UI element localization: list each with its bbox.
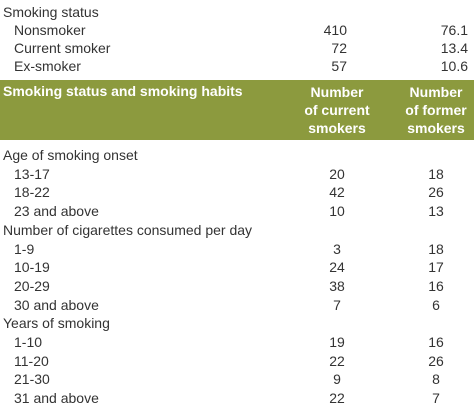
row-label: 13-17	[14, 165, 50, 182]
header-cell: Number	[310, 84, 364, 100]
cell: 18	[428, 240, 444, 257]
row-label: 21-30	[14, 371, 50, 388]
header-cell: Number	[409, 84, 463, 100]
row-label: 1-10	[14, 334, 43, 350]
header-cell: of current	[304, 102, 370, 118]
cell: 26	[428, 184, 444, 201]
cell: 10.6	[440, 58, 468, 74]
cell: 24	[329, 259, 345, 276]
cell: 9	[333, 371, 341, 388]
cell: 26	[428, 352, 444, 369]
cell: 6	[432, 296, 440, 313]
cell: 16	[428, 277, 444, 294]
row-label: 11-20	[14, 352, 49, 369]
cell: 7	[432, 390, 440, 407]
section-title: Age of smoking onset	[3, 147, 138, 163]
cell: 13	[428, 203, 444, 220]
row-label: Current smoker	[14, 40, 111, 56]
row-label: 31 and above	[14, 390, 99, 407]
row-label: 23 and above	[14, 203, 99, 220]
cell: 38	[329, 277, 345, 294]
header-cell: of former	[405, 102, 467, 118]
cell: 3	[333, 240, 341, 257]
header-cell: smokers	[407, 120, 465, 136]
section-title: Number of cigarettes consumed per day	[3, 221, 253, 238]
row-label: Ex-smoker	[14, 58, 81, 74]
cell: 18	[428, 165, 444, 182]
cell: 72	[331, 40, 347, 56]
row-label: 18-22	[14, 184, 50, 201]
section-title: Years of smoking	[3, 315, 110, 332]
cell: 22	[329, 352, 345, 369]
row-label: 1-9	[14, 240, 35, 257]
cell: 22	[329, 390, 345, 407]
section-title: Smoking status	[3, 4, 99, 20]
cell: 410	[323, 22, 347, 38]
header-band	[0, 80, 474, 140]
row-label: 30 and above	[14, 296, 99, 313]
header-label: Smoking status and smoking habits	[3, 83, 243, 99]
cell: 13.4	[440, 40, 468, 56]
cell: 8	[432, 371, 440, 388]
cell: 16	[428, 334, 444, 350]
cell: 19	[329, 334, 345, 350]
row-label: 20-29	[14, 277, 50, 294]
cell: 10	[329, 203, 345, 220]
header-cell: smokers	[308, 120, 366, 136]
cell: 7	[333, 296, 341, 313]
cell: 42	[329, 184, 345, 201]
cell: 20	[329, 165, 345, 182]
cell: 17	[428, 259, 444, 276]
row-label: 10-19	[14, 259, 50, 276]
row-label: Nonsmoker	[14, 22, 86, 38]
cell: 76.1	[440, 22, 468, 38]
cell: 57	[331, 58, 347, 74]
